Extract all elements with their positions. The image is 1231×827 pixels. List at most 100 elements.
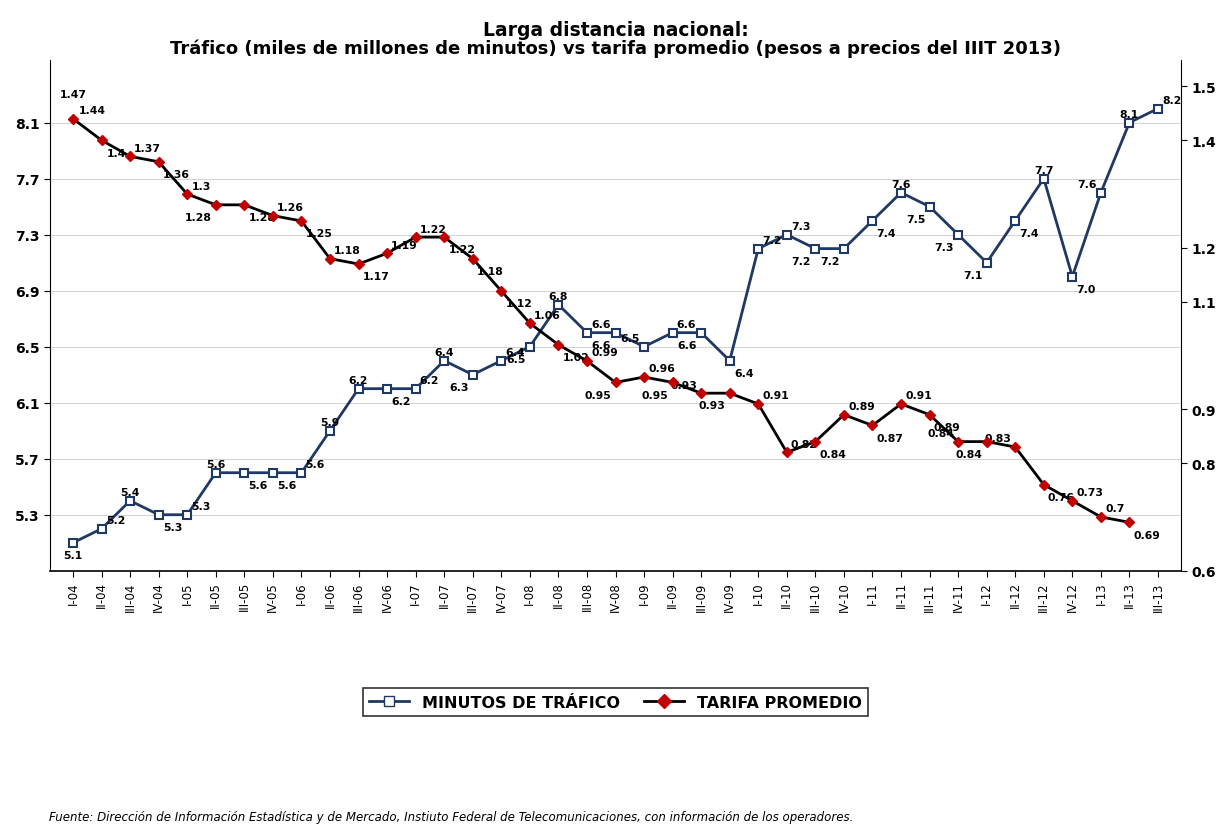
Text: 6.2: 6.2 bbox=[391, 396, 411, 406]
Text: 6.4: 6.4 bbox=[435, 347, 454, 358]
MINUTOS DE TRÁFICO bbox=[180, 510, 194, 520]
Text: 5.3: 5.3 bbox=[162, 523, 182, 533]
Text: 1.19: 1.19 bbox=[391, 241, 419, 251]
TARIFA PROMEDIO bbox=[208, 201, 223, 211]
Text: 7.2: 7.2 bbox=[820, 256, 840, 266]
Text: Fuente: Dirección de Información Estadística y de Mercado, Instiuto Federal de T: Fuente: Dirección de Información Estadís… bbox=[49, 810, 853, 823]
TARIFA PROMEDIO bbox=[636, 373, 651, 383]
Text: 1.06: 1.06 bbox=[534, 310, 561, 320]
Text: 5.4: 5.4 bbox=[121, 488, 140, 498]
TARIFA PROMEDIO bbox=[437, 233, 452, 243]
Text: 6.5: 6.5 bbox=[506, 355, 526, 365]
Text: Larga distancia nacional:: Larga distancia nacional: bbox=[483, 21, 748, 40]
Text: 5.6: 5.6 bbox=[277, 480, 297, 490]
MINUTOS DE TRÁFICO bbox=[294, 468, 309, 478]
MINUTOS DE TRÁFICO bbox=[1151, 104, 1166, 114]
MINUTOS DE TRÁFICO bbox=[580, 328, 595, 338]
MINUTOS DE TRÁFICO bbox=[922, 203, 937, 213]
Text: 1.28: 1.28 bbox=[249, 213, 276, 222]
TARIFA PROMEDIO bbox=[551, 341, 566, 351]
Text: 6.6: 6.6 bbox=[677, 320, 697, 330]
Text: 5.6: 5.6 bbox=[206, 460, 225, 470]
Text: 1.36: 1.36 bbox=[162, 170, 190, 179]
TARIFA PROMEDIO bbox=[950, 437, 965, 447]
TARIFA PROMEDIO bbox=[580, 356, 595, 366]
Text: 6.5: 6.5 bbox=[620, 334, 640, 344]
Text: 6.6: 6.6 bbox=[591, 320, 611, 330]
Text: 0.93: 0.93 bbox=[670, 380, 697, 390]
Text: 1.12: 1.12 bbox=[506, 299, 532, 308]
Text: 6.6: 6.6 bbox=[677, 341, 697, 351]
TARIFA PROMEDIO bbox=[409, 233, 423, 243]
MINUTOS DE TRÁFICO bbox=[1008, 217, 1023, 227]
Text: 6.4: 6.4 bbox=[734, 369, 753, 379]
Text: 1.37: 1.37 bbox=[134, 144, 161, 154]
TARIFA PROMEDIO bbox=[779, 448, 794, 458]
MINUTOS DE TRÁFICO bbox=[351, 385, 366, 394]
MINUTOS DE TRÁFICO bbox=[1121, 118, 1136, 128]
TARIFA PROMEDIO bbox=[723, 389, 737, 399]
TARIFA PROMEDIO bbox=[922, 410, 937, 420]
MINUTOS DE TRÁFICO bbox=[950, 231, 965, 241]
MINUTOS DE TRÁFICO bbox=[465, 370, 480, 380]
TARIFA PROMEDIO bbox=[180, 190, 194, 200]
MINUTOS DE TRÁFICO bbox=[894, 189, 908, 198]
Text: 0.91: 0.91 bbox=[905, 391, 932, 401]
Text: 0.91: 0.91 bbox=[762, 391, 789, 401]
MINUTOS DE TRÁFICO bbox=[551, 300, 566, 310]
TARIFA PROMEDIO bbox=[323, 255, 337, 265]
MINUTOS DE TRÁFICO bbox=[379, 385, 394, 394]
TARIFA PROMEDIO bbox=[379, 249, 394, 259]
MINUTOS DE TRÁFICO bbox=[65, 538, 80, 548]
MINUTOS DE TRÁFICO bbox=[437, 356, 452, 366]
MINUTOS DE TRÁFICO bbox=[837, 244, 852, 254]
TARIFA PROMEDIO bbox=[65, 115, 80, 125]
MINUTOS DE TRÁFICO bbox=[323, 426, 337, 436]
MINUTOS DE TRÁFICO bbox=[608, 328, 623, 338]
TARIFA PROMEDIO bbox=[123, 152, 138, 162]
Text: 5.9: 5.9 bbox=[320, 418, 340, 428]
TARIFA PROMEDIO bbox=[1037, 480, 1051, 490]
Text: 1.02: 1.02 bbox=[563, 352, 590, 362]
MINUTOS DE TRÁFICO bbox=[266, 468, 281, 478]
Text: 0.89: 0.89 bbox=[848, 402, 875, 412]
Text: 7.3: 7.3 bbox=[792, 222, 810, 232]
Text: 0.93: 0.93 bbox=[699, 401, 725, 411]
Text: 1.47: 1.47 bbox=[59, 89, 86, 99]
Text: 0.73: 0.73 bbox=[1076, 488, 1103, 498]
TARIFA PROMEDIO bbox=[665, 378, 680, 388]
TARIFA PROMEDIO bbox=[236, 201, 251, 211]
TARIFA PROMEDIO bbox=[151, 158, 166, 168]
Text: Tráfico (miles de millones de minutos) vs tarifa promedio (pesos a precios del I: Tráfico (miles de millones de minutos) v… bbox=[170, 40, 1061, 58]
TARIFA PROMEDIO bbox=[837, 410, 852, 420]
Text: 6.6: 6.6 bbox=[592, 341, 612, 351]
Text: 0.96: 0.96 bbox=[649, 364, 675, 374]
Text: 7.7: 7.7 bbox=[1034, 166, 1054, 176]
Text: 7.4: 7.4 bbox=[876, 228, 896, 239]
MINUTOS DE TRÁFICO bbox=[208, 468, 223, 478]
Text: 6.8: 6.8 bbox=[549, 292, 567, 302]
Text: 6.3: 6.3 bbox=[449, 383, 469, 393]
TARIFA PROMEDIO bbox=[865, 421, 880, 431]
Text: 1.25: 1.25 bbox=[305, 229, 332, 239]
MINUTOS DE TRÁFICO bbox=[694, 328, 709, 338]
Text: 8.1: 8.1 bbox=[1120, 110, 1139, 120]
Text: 5.3: 5.3 bbox=[191, 501, 211, 512]
TARIFA PROMEDIO bbox=[1065, 496, 1080, 506]
Text: 1.22: 1.22 bbox=[448, 245, 475, 255]
TARIFA PROMEDIO bbox=[694, 389, 709, 399]
Text: 6.2: 6.2 bbox=[420, 375, 439, 385]
TARIFA PROMEDIO bbox=[894, 399, 908, 409]
TARIFA PROMEDIO bbox=[608, 378, 623, 388]
Text: 0.89: 0.89 bbox=[934, 423, 960, 433]
MINUTOS DE TRÁFICO bbox=[236, 468, 251, 478]
TARIFA PROMEDIO bbox=[1121, 518, 1136, 528]
Text: 0.69: 0.69 bbox=[1134, 530, 1161, 540]
Text: 5.1: 5.1 bbox=[63, 550, 82, 561]
Text: 7.0: 7.0 bbox=[1076, 284, 1096, 294]
Text: 0.76: 0.76 bbox=[1048, 492, 1075, 502]
Text: 1.17: 1.17 bbox=[363, 272, 389, 282]
Line: MINUTOS DE TRÁFICO: MINUTOS DE TRÁFICO bbox=[69, 106, 1162, 547]
Text: 0.84: 0.84 bbox=[955, 449, 982, 459]
TARIFA PROMEDIO bbox=[808, 437, 822, 447]
